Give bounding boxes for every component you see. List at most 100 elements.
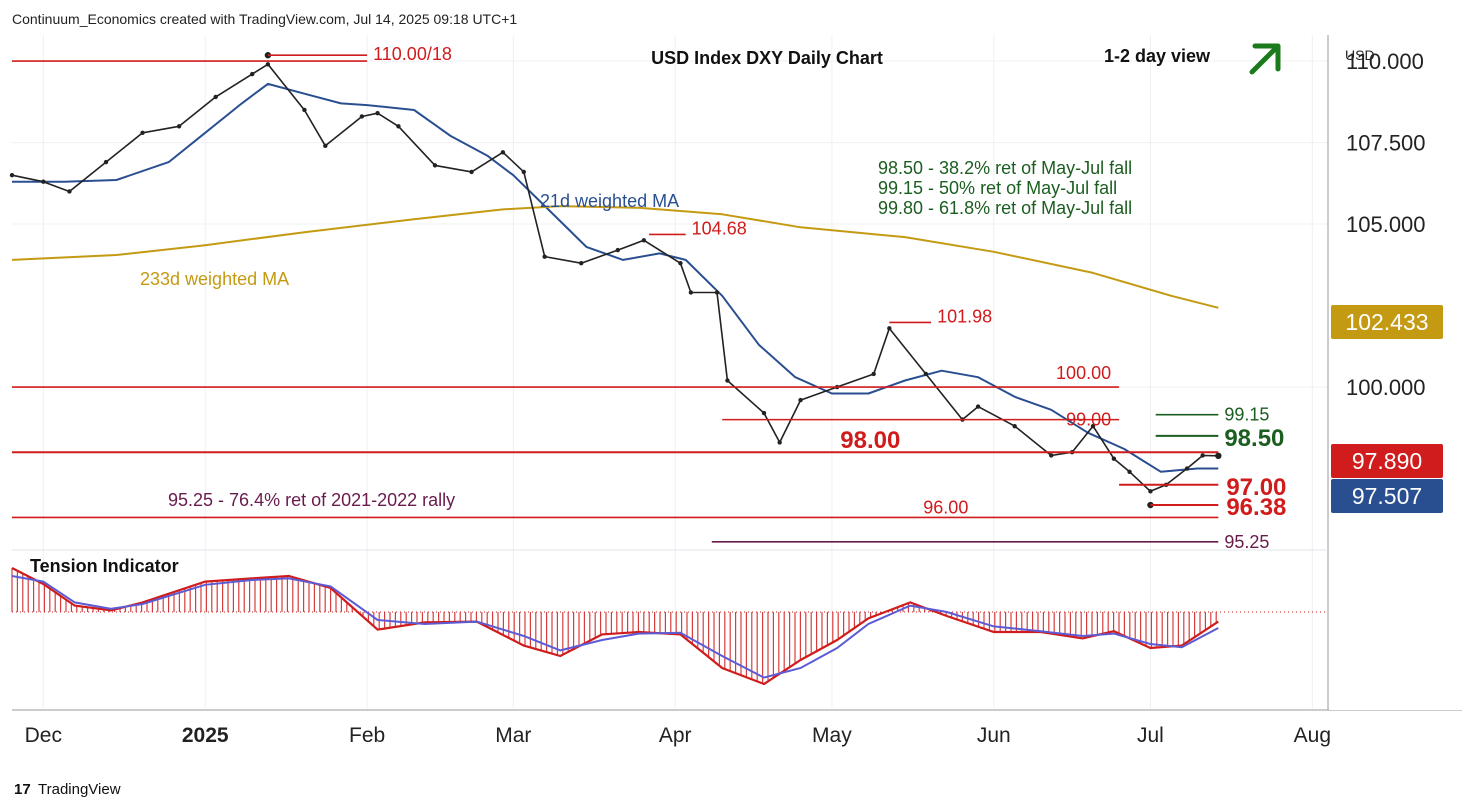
price-point-8 [265, 62, 271, 67]
key-point-last [1215, 452, 1222, 460]
ma233-label: 233d weighted MA [140, 269, 289, 289]
price-badge-0 [1331, 305, 1443, 339]
price-badge-2 [1331, 479, 1443, 513]
level-label-6: 97.00 [1226, 474, 1286, 501]
price-point-14 [432, 163, 438, 168]
price-point-31 [887, 326, 892, 331]
moving-averages [11, 82, 1219, 473]
level-label-4: 99.00 [1066, 410, 1111, 430]
y-tick-label-2: 105.000 [1346, 212, 1426, 237]
price-point-10 [323, 143, 328, 149]
x-tick-label-0: Dec [25, 724, 62, 747]
level-label-9: 99.15 [1224, 405, 1269, 425]
price-badge-label-0: 102.433 [1345, 309, 1428, 335]
price-point-0 [9, 172, 15, 178]
price-point-30 [871, 371, 876, 377]
tension-signal-line [11, 567, 1219, 686]
view-label: 1-2 day view [1104, 46, 1211, 66]
price-point-44 [1200, 453, 1205, 458]
rally-note: 95.25 - 76.4% ret of 2021-2022 rally [168, 490, 455, 510]
up-arrow-icon [1249, 43, 1281, 75]
price-point-35 [1012, 423, 1017, 429]
price-point-27 [777, 440, 782, 445]
price-point-22 [678, 260, 683, 266]
price-point-25 [725, 378, 730, 383]
price-point-16 [500, 150, 506, 155]
axes[interactable]: 110.000 107.500 105.000 100.000 Dec 2025 Feb Ma… [25, 49, 1426, 747]
x-tick-label-8: Aug [1294, 724, 1331, 747]
price-point-21 [641, 238, 647, 243]
x-tick-label-4: Apr [659, 724, 692, 747]
price-point-13 [396, 124, 401, 129]
series-line-2 [11, 63, 1219, 493]
level-label-1: 104.68 [692, 218, 747, 238]
x-tick-label-5: May [812, 724, 852, 747]
level-label-10: 98.50 [1224, 425, 1284, 452]
price-point-9 [302, 107, 307, 113]
chart-title: USD Index DXY Daily Chart [651, 48, 883, 68]
price-point-19 [579, 260, 584, 266]
retracement-note-3: 99.80 - 61.8% ret of May-Jul fall [878, 198, 1132, 218]
level-label-2: 101.98 [937, 306, 992, 326]
price-point-43 [1184, 466, 1190, 471]
support-resistance-levels: 110.00/18 104.68 101.98 100.00 99.00 98.00 97.… [12, 44, 1286, 552]
price-point-6 [213, 94, 218, 100]
price-point-1 [41, 179, 46, 184]
price-point-2 [67, 189, 72, 194]
tradingview-logo-icon: 17 [14, 781, 31, 798]
price-point-7 [250, 71, 255, 77]
price-point-15 [469, 169, 474, 175]
level-label-8: 96.00 [923, 497, 968, 517]
series-line-1 [11, 205, 1219, 309]
price-badge-label-1: 97.890 [1352, 448, 1422, 474]
price-point-32 [923, 371, 929, 377]
tension-indicator-panel [11, 567, 1219, 686]
price-point-5 [176, 124, 182, 129]
grid-lines [12, 35, 1328, 708]
price-axis-bg [1329, 30, 1462, 710]
price-badges: 102.433 97.890 97.507 [1331, 305, 1443, 513]
level-label-7: 96.38 [1226, 494, 1286, 521]
tradingview-logo[interactable]: 17 TradingView [14, 781, 121, 798]
price-point-34 [975, 404, 981, 409]
panel-frame [12, 30, 1462, 711]
y-tick-label-1: 107.500 [1346, 131, 1426, 156]
y-tick-label-3: 100.000 [1346, 375, 1426, 400]
price-point-26 [761, 410, 767, 416]
price-point-41 [1148, 489, 1153, 494]
price-point-4 [140, 130, 145, 135]
price-point-12 [375, 111, 380, 116]
tradingview-brand-text: TradingView [38, 781, 121, 798]
tension-indicator-title: Tension Indicator [30, 556, 179, 576]
price-point-40 [1127, 469, 1132, 474]
price-point-39 [1111, 456, 1117, 461]
price-point-18 [542, 254, 547, 259]
x-tick-label-1: 2025 [182, 724, 229, 747]
x-tick-label-7: Jul [1137, 724, 1164, 747]
series-line-0 [12, 82, 1219, 473]
price-series [9, 52, 1222, 509]
tension-smoothed-line [11, 575, 1219, 679]
level-label-5: 98.00 [840, 427, 900, 454]
retracement-note-1: 98.50 - 38.2% ret of May-Jul fall [878, 158, 1132, 178]
x-tick-label-6: Jun [977, 724, 1011, 747]
x-tick-label-2: Feb [349, 724, 385, 747]
level-label-11: 95.25 [1224, 532, 1269, 552]
y-tick-label-0: 110.000 [1346, 49, 1424, 74]
ma21-label: 21d weighted MA [540, 191, 679, 211]
price-point-17 [521, 169, 526, 175]
currency-label: USD [1345, 47, 1375, 63]
price-badge-1 [1331, 444, 1443, 478]
created-by-text: Continuum_Economics created with Trading… [12, 11, 517, 27]
price-point-3 [103, 159, 109, 165]
price-point-36 [1049, 453, 1054, 458]
price-point-11 [359, 114, 365, 119]
retracement-note-2: 99.15 - 50% ret of May-Jul fall [878, 178, 1117, 198]
price-point-28 [798, 397, 803, 403]
price-point-24 [714, 290, 720, 295]
price-point-38 [1090, 423, 1096, 429]
price-badge-label-2: 97.507 [1352, 483, 1422, 509]
key-point-high [264, 52, 272, 59]
level-label-0: 110.00/18 [373, 44, 452, 64]
